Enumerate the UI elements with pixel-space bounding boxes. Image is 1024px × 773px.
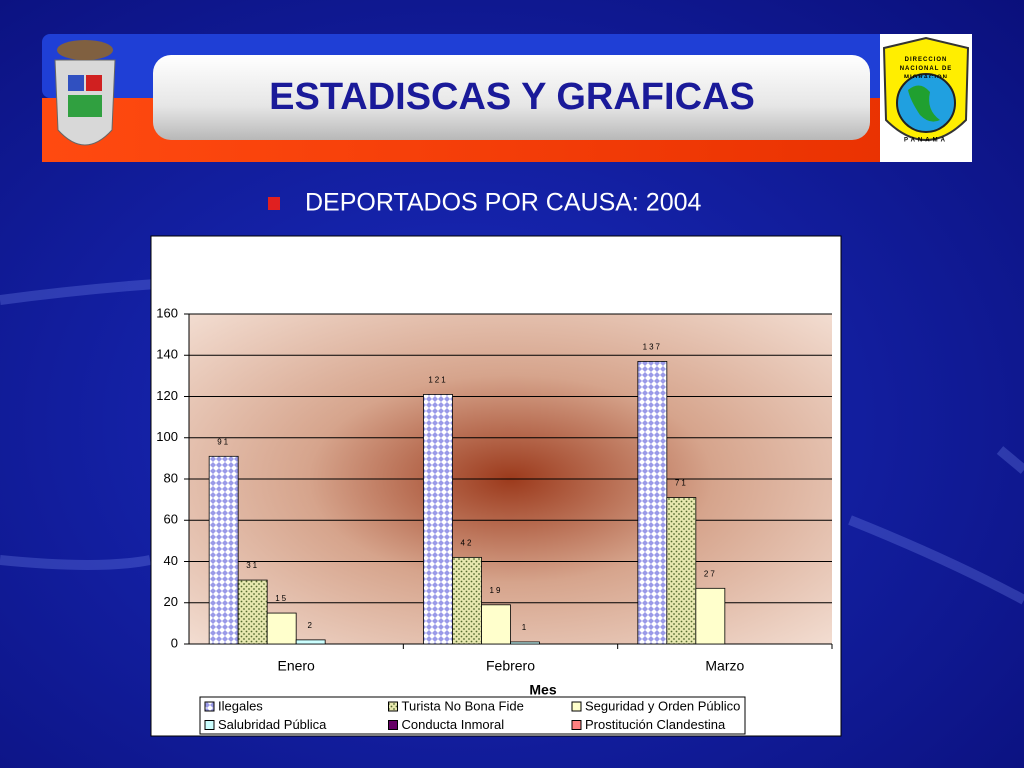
data-label: 27 bbox=[704, 569, 717, 578]
bar bbox=[266, 612, 297, 645]
y-tick-label: 80 bbox=[164, 470, 178, 485]
data-label: 121 bbox=[428, 376, 447, 385]
y-tick-label: 20 bbox=[164, 594, 178, 609]
data-label: 42 bbox=[461, 538, 474, 547]
bar bbox=[637, 361, 668, 645]
title-box bbox=[153, 55, 870, 140]
legend-label: Turista No Bona Fide bbox=[402, 698, 524, 713]
y-tick-label: 100 bbox=[156, 429, 178, 444]
bar bbox=[208, 455, 239, 645]
x-tick-label: Febrero bbox=[486, 658, 535, 674]
legend-swatch bbox=[388, 720, 398, 730]
chart: 0 20 40 60 80 100 120 140 160 Enero 91 31 15 2 Febrero… bbox=[156, 305, 833, 735]
bar bbox=[452, 556, 482, 645]
logo-text: DIRECCION NACIONAL DE MIGRACION bbox=[899, 57, 953, 78]
legend-label: Ilegales bbox=[218, 698, 263, 713]
data-label: 91 bbox=[217, 437, 230, 446]
legend-swatch bbox=[204, 701, 215, 712]
bullet bbox=[268, 197, 280, 210]
legend-swatch bbox=[204, 720, 215, 730]
legend-label: Salubridad Pública bbox=[218, 717, 327, 732]
legend-swatch bbox=[571, 701, 582, 712]
legend-label: Prostitución Clandestina bbox=[585, 717, 726, 732]
data-label: 137 bbox=[643, 343, 662, 352]
y-tick-label: 60 bbox=[164, 512, 178, 527]
legend-swatch bbox=[388, 701, 398, 712]
legend-label: Conducta Inmoral bbox=[402, 717, 505, 732]
x-axis-label: Mes bbox=[529, 682, 556, 698]
legend bbox=[199, 696, 746, 735]
bar bbox=[666, 497, 697, 645]
data-label: 19 bbox=[490, 586, 503, 595]
bar bbox=[510, 641, 540, 645]
bar bbox=[295, 639, 326, 645]
legend-swatch bbox=[571, 720, 582, 730]
subtitle: DEPORTADOS POR CAUSA: 2004 bbox=[305, 189, 702, 217]
data-label: 15 bbox=[275, 594, 288, 603]
y-tick-label: 120 bbox=[156, 388, 178, 403]
bar bbox=[237, 579, 268, 645]
y-tick-label: 160 bbox=[156, 305, 178, 320]
y-tick-label: 140 bbox=[156, 347, 178, 362]
data-label: 71 bbox=[675, 479, 688, 488]
legend-label: Seguridad y Orden Público bbox=[585, 698, 740, 713]
logo-land bbox=[908, 85, 940, 122]
logo-country: PANAMA bbox=[904, 138, 948, 144]
x-tick-label: Enero bbox=[277, 658, 315, 674]
y-tick-label: 0 bbox=[171, 635, 178, 650]
bar bbox=[695, 587, 726, 645]
data-label: 31 bbox=[246, 561, 259, 570]
bar bbox=[423, 394, 453, 645]
bar bbox=[481, 604, 511, 645]
x-tick-label: Marzo bbox=[705, 658, 744, 674]
data-label: 2 bbox=[307, 621, 313, 630]
y-tick-label: 40 bbox=[164, 553, 178, 568]
logo-text-box: DIRECCION NACIONAL DE MIGRACION bbox=[899, 57, 953, 78]
data-label: 1 bbox=[522, 623, 528, 632]
coat-of-arms bbox=[54, 40, 116, 146]
title: ESTADISCAS Y GRAFICAS bbox=[269, 76, 755, 118]
